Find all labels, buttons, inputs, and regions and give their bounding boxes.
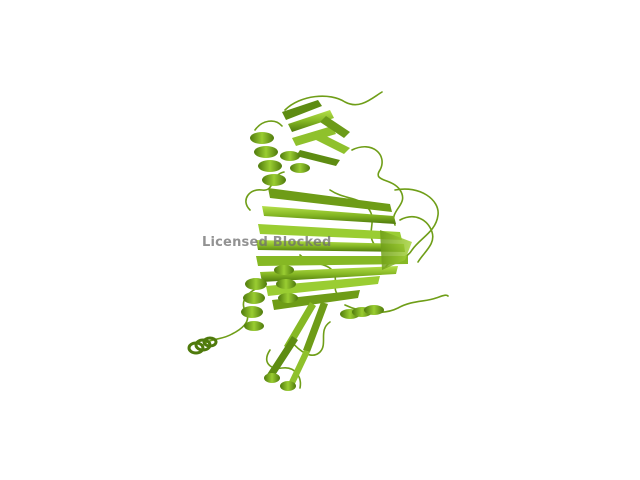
terminal-helix [187,336,218,355]
top-beta-sheet [282,100,350,166]
main-beta-barrel [256,188,412,310]
upper-left-helix [250,132,310,186]
right-helix [340,305,384,319]
lower-strands [264,302,328,391]
lower-left-helix [241,265,298,331]
